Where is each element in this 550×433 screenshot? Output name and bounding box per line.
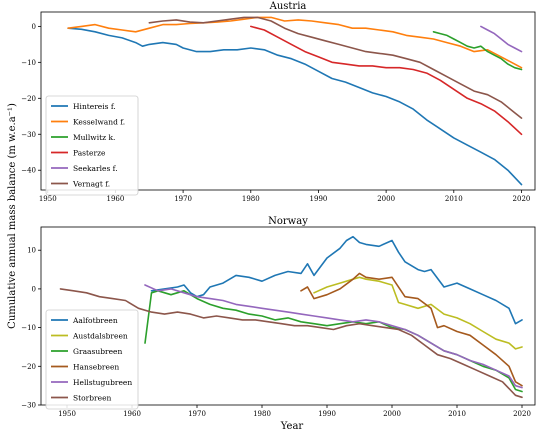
austria-series-mullwitz-k — [432, 30, 523, 71]
norway-x-tick-label: 1980 — [253, 410, 271, 418]
norway-x-tick-label: 1950 — [58, 410, 76, 418]
norway-x-tick-label: 2020 — [513, 410, 531, 418]
austria-legend-label-kesselwand-f: Kesselwand f. — [73, 117, 125, 126]
austria-x-tick-label: 1980 — [242, 195, 260, 203]
austria-x-tick-label: 2010 — [445, 195, 463, 203]
austria-y-tick-label: −10 — [21, 59, 36, 67]
austria-series-kesselwand-f — [67, 16, 523, 69]
chart-norway: Norway 1950 1960 1970 1980 1990 2000 2010 2020 10… — [21, 216, 536, 418]
austria-plot-frame — [40, 11, 536, 191]
norway-legend-label-graasubreen: Graasubreen — [73, 347, 122, 356]
norway-x-tick-label: 1960 — [123, 410, 141, 418]
norway-legend-label-hansebreen: Hansebreen — [73, 362, 119, 371]
austria-legend-label-seekarles-f: Seekarles f. — [73, 164, 118, 173]
norway-y-tick-label: −20 — [21, 363, 36, 371]
austria-x-tick-label: 1970 — [174, 195, 192, 203]
austria-legend-label-mullwitz-k: Mullwitz k. — [73, 133, 115, 142]
norway-y-tick-label: 0 — [32, 285, 36, 293]
austria-x-tick-label: 2020 — [513, 195, 531, 203]
norway-legend-label-hellstugubreen: Hellstugubreen — [73, 378, 132, 387]
norway-y-tick-label: 10 — [27, 247, 36, 255]
norway-legend-label-austdalsbreen: Austdalsbreen — [72, 331, 128, 340]
norway-series-group — [59, 235, 523, 399]
norway-series-graasubreen — [144, 289, 523, 393]
norway-legend: Aalfotbreen Austdalsbreen Graasubreen Hanse… — [45, 309, 139, 410]
austria-legend-label-vernagt-f: Vernagt f. — [72, 179, 110, 188]
norway-title: Norway — [268, 216, 308, 227]
austria-y-tick-label: 0 — [32, 23, 36, 31]
norway-y-tick-label: −10 — [21, 324, 36, 332]
norway-x-tick-label: 2000 — [383, 410, 401, 418]
austria-x-tick-label: 1960 — [107, 195, 125, 203]
norway-legend-box — [45, 309, 139, 410]
x-axis-label: Year — [280, 421, 304, 432]
y-axis-label: Cumulative annual mass balance (m w.e.a⁻… — [7, 103, 18, 329]
norway-series-storbreen — [59, 288, 523, 399]
norway-series-aalfotbreen — [150, 235, 523, 325]
austria-y-tick-label: −30 — [21, 131, 36, 139]
austria-title: Austria — [269, 1, 307, 12]
austria-series-vernagt-f — [148, 16, 523, 119]
norway-legend-label-aalfotbreen: Aalfotbreen — [72, 316, 118, 325]
austria-x-tick-label: 2000 — [377, 195, 395, 203]
austria-y-tick-label: −40 — [21, 167, 36, 175]
norway-y-tick-label: −30 — [21, 402, 36, 410]
norway-series-hansebreen — [300, 272, 523, 387]
austria-series-seekarles-f — [480, 25, 523, 53]
austria-legend-box — [45, 95, 139, 196]
austria-x-tick-label: 1950 — [39, 195, 57, 203]
norway-series-austdalsbreen — [313, 276, 523, 350]
norway-legend-label-storbreen: Storbreen — [73, 393, 112, 402]
norway-x-tick-label: 1970 — [188, 410, 206, 418]
austria-series-pasterze — [250, 25, 523, 136]
austria-legend: Hintereis f. Kesselwand f. Mullwitz k. Past… — [45, 95, 139, 196]
austria-x-tick-label: 1990 — [310, 195, 328, 203]
austria-y-tick-label: −20 — [21, 95, 36, 103]
norway-x-tick-label: 1990 — [318, 410, 336, 418]
chart-austria: Austria 1950 1960 1970 1980 1990 2000 2010 2020 0… — [21, 1, 536, 203]
norway-x-tick-label: 2010 — [448, 410, 466, 418]
austria-series-hintereis-f — [67, 27, 523, 186]
norway-series-hellstugubreen — [144, 284, 523, 389]
austria-series-group — [67, 16, 523, 186]
austria-legend-label-pasterze: Pasterze — [73, 148, 106, 157]
austria-legend-label-hintereis-f: Hintereis f. — [73, 102, 116, 111]
norway-plot-frame — [40, 226, 536, 406]
